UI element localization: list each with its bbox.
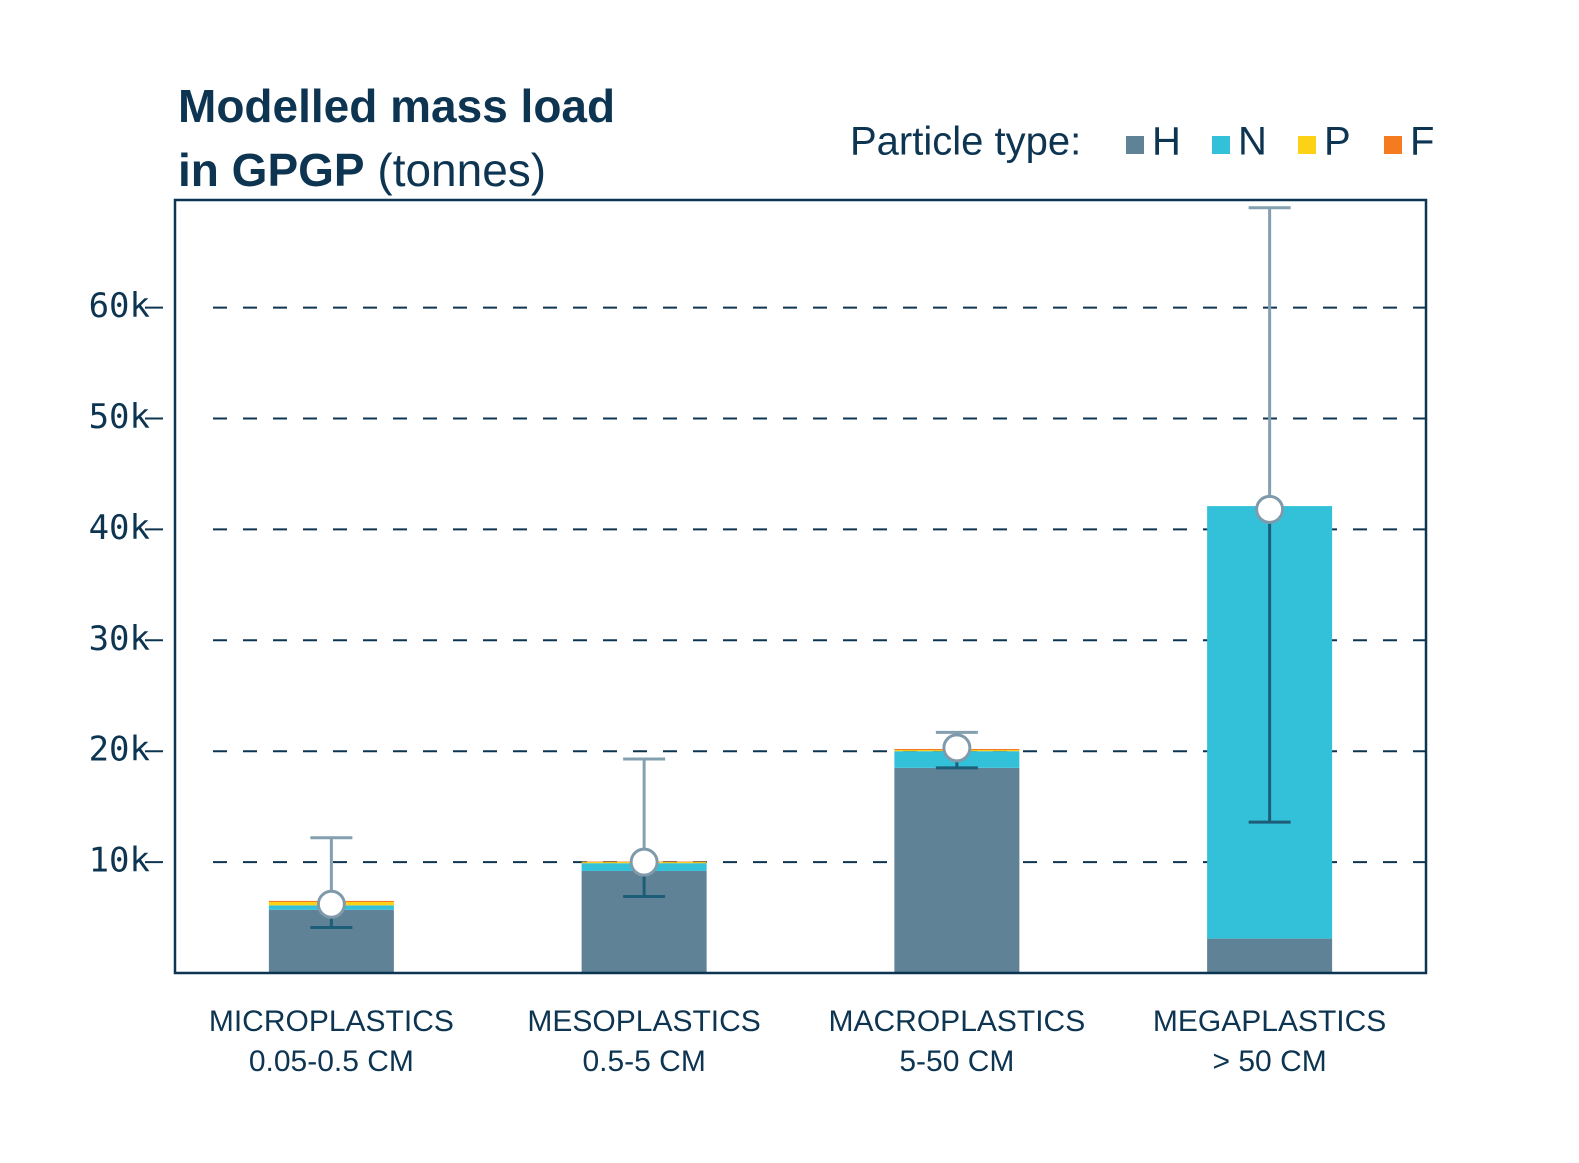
legend-label: P	[1324, 120, 1351, 164]
legend-swatch	[1126, 136, 1144, 154]
x-tick-label: 0.05-0.5 CM	[249, 1045, 414, 1078]
y-tick-label: 50k	[89, 397, 150, 437]
legend-label: F	[1410, 120, 1434, 164]
chart-title: in GPGP (tonnes)	[178, 144, 546, 196]
mean-marker	[942, 733, 972, 763]
legend-title: Particle type:	[850, 120, 1081, 164]
mean-marker	[316, 889, 346, 919]
y-tick-label: 20k	[89, 730, 150, 770]
mean-marker	[629, 847, 659, 877]
x-tick-label: 5-50 CM	[899, 1045, 1014, 1078]
title-unit: (tonnes)	[377, 144, 546, 196]
legend-label: H	[1152, 120, 1181, 164]
x-tick-label: 0.5-5 CM	[582, 1045, 705, 1078]
y-tick-label: 10k	[89, 841, 150, 881]
y-tick-label: 60k	[89, 286, 150, 326]
bar-segment	[894, 767, 1020, 973]
plot-frame	[173, 198, 1428, 975]
chart-title: Modelled mass load	[178, 80, 615, 132]
x-tick-label: MEGAPLASTICS	[1153, 1005, 1386, 1038]
x-tick-label: MACROPLASTICS	[829, 1005, 1086, 1038]
legend-swatch	[1212, 136, 1230, 154]
y-tick-label: 30k	[89, 619, 150, 659]
legend-swatch	[1384, 136, 1402, 154]
y-tick-label: 40k	[89, 508, 150, 548]
legend-label: N	[1238, 120, 1267, 164]
legend-swatch	[1298, 136, 1316, 154]
title-line: in GPGP	[178, 144, 365, 196]
bar-segment	[1207, 938, 1333, 973]
x-tick-label: MESOPLASTICS	[527, 1005, 760, 1038]
x-tick-label: > 50 CM	[1213, 1045, 1327, 1078]
x-tick-label: MICROPLASTICS	[209, 1005, 454, 1038]
mean-marker	[1255, 494, 1285, 524]
